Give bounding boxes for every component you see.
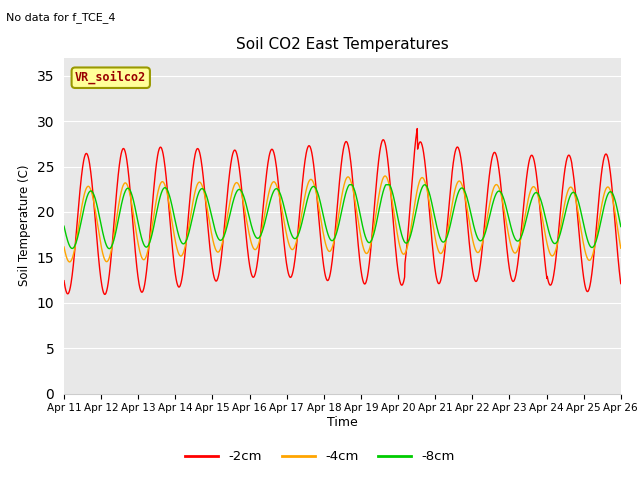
Line: -8cm: -8cm bbox=[64, 185, 621, 249]
-2cm bbox=[378, 141, 385, 147]
-8cm bbox=[308, 184, 316, 190]
-2cm bbox=[297, 200, 305, 205]
-8cm bbox=[60, 223, 68, 229]
Line: -4cm: -4cm bbox=[64, 176, 621, 262]
Text: No data for f_TCE_4: No data for f_TCE_4 bbox=[6, 12, 116, 23]
-8cm bbox=[126, 187, 134, 193]
-2cm bbox=[308, 152, 316, 157]
-8cm bbox=[617, 224, 625, 229]
-4cm bbox=[318, 224, 326, 230]
-2cm bbox=[101, 291, 109, 297]
-4cm bbox=[617, 245, 625, 251]
-8cm bbox=[318, 207, 326, 213]
-4cm bbox=[60, 244, 68, 250]
Legend: -2cm, -4cm, -8cm: -2cm, -4cm, -8cm bbox=[179, 445, 461, 468]
-8cm bbox=[103, 244, 111, 250]
-2cm bbox=[60, 278, 68, 284]
Text: VR_soilco2: VR_soilco2 bbox=[75, 71, 147, 84]
-2cm bbox=[104, 285, 111, 290]
-4cm bbox=[308, 177, 316, 183]
Line: -2cm: -2cm bbox=[64, 129, 621, 294]
-8cm bbox=[106, 246, 113, 252]
-4cm bbox=[126, 192, 134, 198]
-2cm bbox=[413, 126, 421, 132]
-8cm bbox=[346, 182, 353, 188]
Title: Soil CO2 East Temperatures: Soil CO2 East Temperatures bbox=[236, 37, 449, 52]
Y-axis label: Soil Temperature (C): Soil Temperature (C) bbox=[18, 165, 31, 287]
-2cm bbox=[617, 281, 625, 287]
-4cm bbox=[104, 258, 111, 264]
-2cm bbox=[318, 251, 326, 256]
-8cm bbox=[378, 195, 385, 201]
-8cm bbox=[297, 225, 305, 230]
-4cm bbox=[297, 218, 305, 224]
-4cm bbox=[381, 173, 388, 179]
-4cm bbox=[66, 259, 74, 265]
X-axis label: Time: Time bbox=[327, 416, 358, 429]
-2cm bbox=[126, 187, 134, 193]
-4cm bbox=[378, 181, 385, 187]
